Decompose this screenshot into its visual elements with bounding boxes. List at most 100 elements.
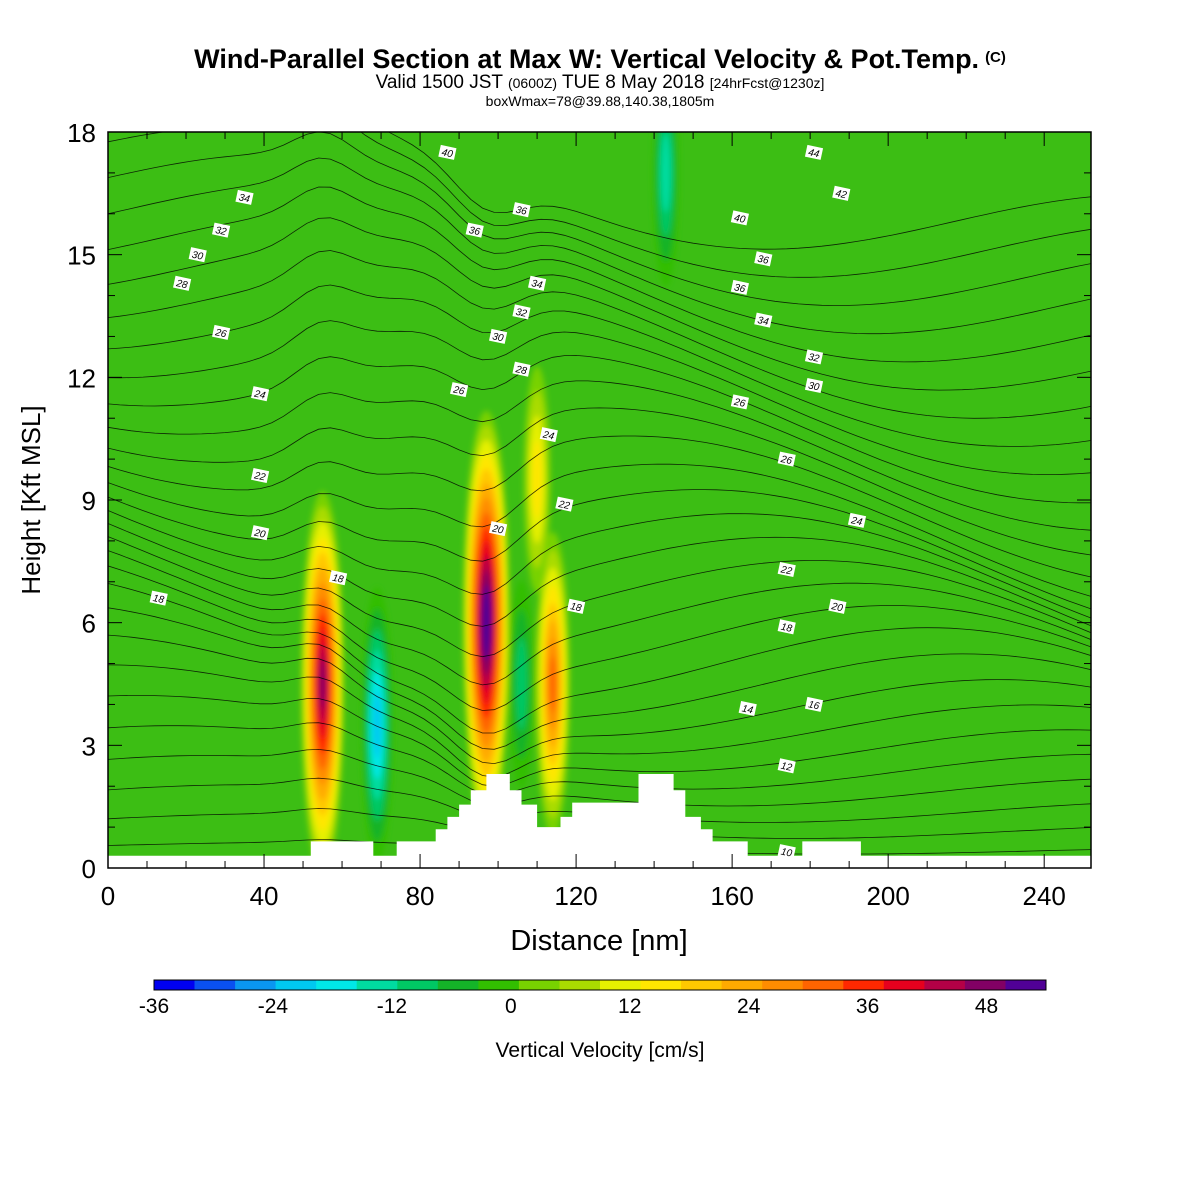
velocity-cell — [535, 532, 571, 836]
pot-temp-labels: 40 44 34 42 36 40 32 36 30 36 28 34 36 32 34 26 30 32 28 30… — [149, 144, 867, 860]
velocity-cell — [361, 587, 394, 863]
svg-text:34: 34 — [756, 315, 770, 328]
isentrope — [108, 695, 1091, 787]
colorbar-swatch — [194, 980, 236, 990]
colorbar-tick-label: -24 — [258, 995, 289, 1018]
svg-text:28: 28 — [514, 364, 529, 377]
contour-label: 26 — [450, 382, 469, 398]
contour-label: 32 — [512, 304, 531, 320]
velocity-shading — [300, 132, 680, 868]
y-axis-label: Height [Kft MSL] — [16, 405, 46, 594]
contour-label: 12 — [777, 758, 796, 774]
contour-label: 18 — [329, 570, 348, 586]
isentrope — [108, 320, 1091, 475]
x-axis-label: Distance [nm] — [510, 925, 687, 957]
colorbar-swatch — [681, 980, 723, 990]
isentrope — [108, 132, 1091, 306]
svg-text:36: 36 — [468, 225, 482, 238]
isentrope — [108, 664, 1091, 778]
contour-label: 22 — [555, 496, 574, 512]
contour-label: 26 — [777, 451, 796, 467]
x-tick-label: 80 — [406, 881, 435, 911]
colorbar-swatch — [964, 980, 1006, 990]
svg-text:26: 26 — [451, 384, 466, 397]
y-tick-label: 0 — [82, 854, 96, 884]
contour-label: 34 — [528, 275, 547, 291]
contour-label: 34 — [754, 312, 773, 328]
isentrope — [108, 634, 1091, 765]
isentrope — [108, 284, 1091, 447]
axis-ticks — [107, 131, 1091, 869]
svg-text:22: 22 — [779, 564, 794, 577]
svg-text:28: 28 — [174, 278, 189, 291]
contour-label: 10 — [777, 844, 796, 860]
svg-text:30: 30 — [807, 380, 821, 393]
colorbar-swatch — [154, 980, 195, 990]
isentrope — [108, 550, 1091, 686]
chart-title-main: Wind-Parallel Section at Max W: Vertical… — [194, 44, 980, 74]
svg-text:18: 18 — [152, 593, 166, 606]
contour-label: 42 — [832, 185, 851, 201]
contour-label: 32 — [212, 222, 231, 238]
svg-text:42: 42 — [834, 188, 848, 201]
svg-text:20: 20 — [252, 527, 267, 540]
svg-text:26: 26 — [213, 327, 228, 340]
colorbar-swatch — [721, 980, 763, 990]
contour-label: 16 — [804, 696, 824, 712]
contour-label: 30 — [804, 377, 824, 394]
colorbar-swatch — [640, 980, 682, 990]
x-tick-label: 160 — [710, 881, 753, 911]
contour-label: 30 — [188, 247, 207, 263]
isentrope — [108, 583, 1091, 734]
contour-label: 20 — [251, 525, 270, 541]
contour-label: 40 — [730, 210, 749, 226]
isentrope — [108, 510, 1091, 619]
contour-label: 28 — [173, 275, 192, 291]
colorbar-swatch — [397, 980, 439, 990]
copyright-mark: (C) — [985, 49, 1006, 66]
y-tick-label: 3 — [82, 731, 96, 761]
contour-label: 18 — [567, 598, 586, 614]
svg-text:44: 44 — [807, 147, 821, 160]
svg-text:24: 24 — [252, 388, 267, 401]
svg-text:36: 36 — [515, 205, 529, 218]
contour-label: 24 — [251, 386, 270, 402]
y-tick-label: 18 — [67, 118, 96, 148]
svg-text:12: 12 — [780, 761, 794, 774]
velocity-cell — [652, 132, 680, 287]
colorbar-tick-label: -36 — [139, 995, 169, 1018]
svg-text:32: 32 — [214, 225, 228, 238]
colorbar-swatch — [1005, 980, 1047, 990]
svg-text:16: 16 — [807, 699, 821, 712]
svg-text:26: 26 — [779, 454, 794, 467]
colorbar-swatch — [762, 980, 804, 990]
colorbar-swatch — [924, 980, 966, 990]
colorbar-swatch — [559, 980, 601, 990]
x-tick-label: 40 — [250, 881, 279, 911]
forecast-info: [24hrFcst@1230z] — [709, 75, 825, 91]
contour-label: 20 — [489, 521, 508, 537]
y-tick-label: 15 — [67, 241, 96, 271]
contour-label: 20 — [828, 598, 847, 614]
svg-text:18: 18 — [780, 622, 794, 635]
plot-background — [108, 132, 1091, 868]
colorbar-swatch — [478, 980, 520, 990]
contour-label: 26 — [730, 394, 749, 410]
contour-label: 18 — [149, 590, 168, 606]
svg-text:36: 36 — [733, 282, 747, 295]
contour-label: 36 — [465, 222, 484, 238]
pot-temp-contours — [108, 132, 1091, 855]
plot-area: 40 44 34 42 36 40 32 36 30 36 28 34 36 32 34 26 30 32 28 30… — [107, 131, 1092, 869]
svg-text:18: 18 — [331, 573, 345, 586]
terrain-surface — [108, 774, 1091, 868]
contour-label: 30 — [489, 328, 508, 344]
contour-label: 26 — [212, 324, 231, 340]
svg-text:32: 32 — [807, 352, 821, 365]
isentrope — [108, 489, 1091, 610]
contour-label: 36 — [754, 251, 773, 267]
svg-text:22: 22 — [557, 499, 572, 512]
svg-text:10: 10 — [780, 847, 794, 860]
terrain — [108, 774, 1091, 868]
colorbar-tick-label: 24 — [737, 995, 761, 1018]
